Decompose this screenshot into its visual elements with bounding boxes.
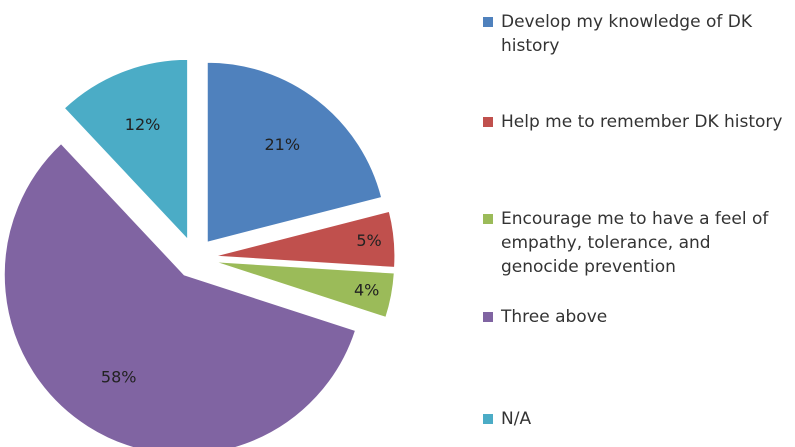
- legend-item: Help me to remember DK history: [483, 110, 783, 134]
- legend-label: Help me to remember DK history: [501, 112, 783, 132]
- pie-slice: [214, 261, 395, 319]
- legend-swatch: [483, 414, 493, 424]
- legend-label: N/A: [501, 409, 532, 429]
- legend-item: N/A: [483, 407, 783, 431]
- data-label: 58%: [101, 368, 137, 387]
- legend-label: Three above: [501, 307, 608, 327]
- legend-swatch: [483, 17, 493, 27]
- pie-slice: [63, 58, 189, 241]
- pie-slice: [206, 61, 383, 243]
- data-label: 5%: [356, 231, 381, 250]
- data-label: 12%: [125, 115, 161, 134]
- legend-item: Three above: [483, 305, 783, 329]
- legend-swatch: [483, 117, 493, 127]
- pie-slice: [214, 210, 396, 268]
- legend-item: Develop my knowledge of DK history: [483, 10, 783, 58]
- data-label: 4%: [354, 280, 379, 299]
- legend-item: Encourage me to have a feel of empathy, …: [483, 207, 783, 279]
- legend-label: Encourage me to have a feel of empathy, …: [501, 209, 769, 277]
- legend-label: Develop my knowledge of DK history: [501, 12, 752, 56]
- data-label: 21%: [264, 135, 300, 154]
- pie-slice: [3, 142, 357, 447]
- pie-area: 21% 5% 4% 58% 12%: [3, 58, 396, 447]
- legend-swatch: [483, 312, 493, 322]
- legend-swatch: [483, 214, 493, 224]
